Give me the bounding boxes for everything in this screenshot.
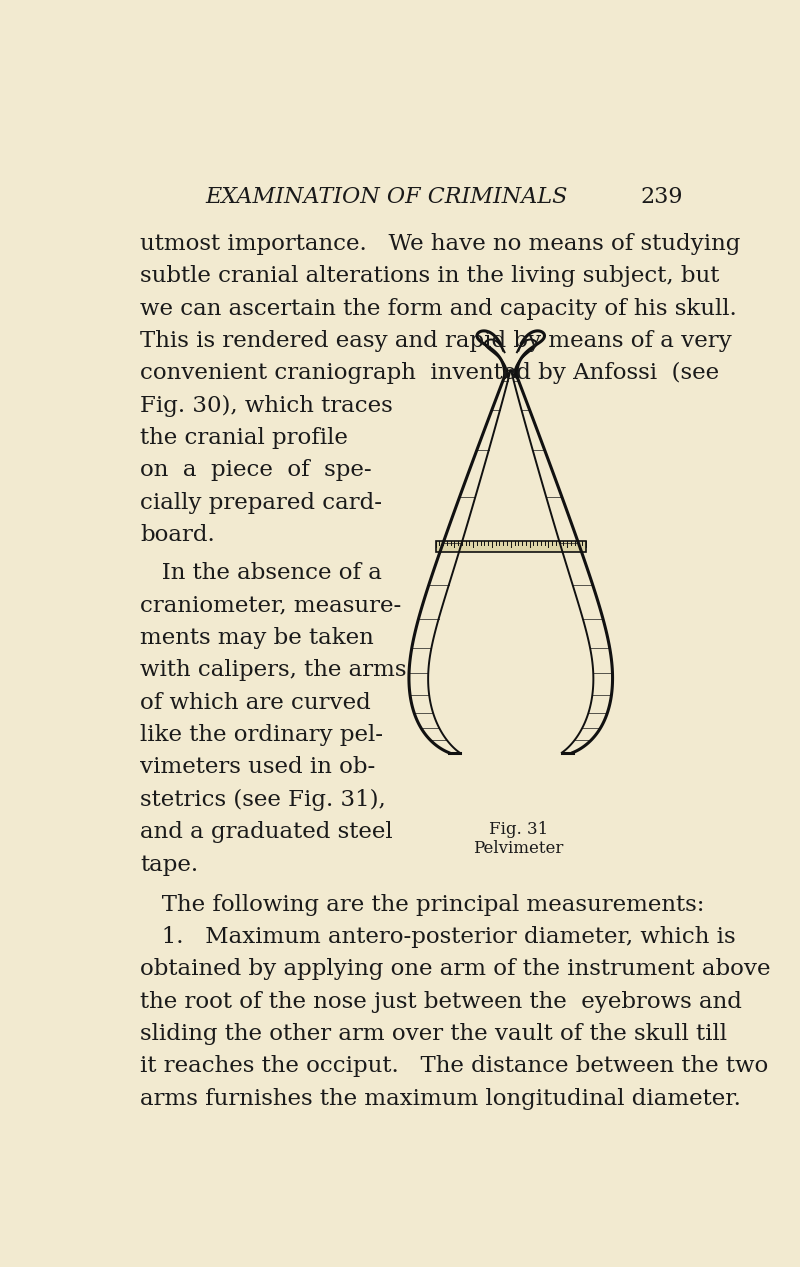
Text: on  a  piece  of  spe-: on a piece of spe- [140, 459, 372, 481]
Text: arms furnishes the maximum longitudinal diameter.: arms furnishes the maximum longitudinal … [140, 1087, 741, 1110]
Text: the root of the nose just between the  eyebrows and: the root of the nose just between the ey… [140, 991, 742, 1012]
Text: EXAMINATION OF CRIMINALS: EXAMINATION OF CRIMINALS [206, 186, 568, 208]
Text: tape.: tape. [140, 854, 198, 875]
Text: Pelvimeter: Pelvimeter [474, 840, 564, 856]
Text: convenient craniograph  invented by Anfossi  (see: convenient craniograph invented by Anfos… [140, 362, 719, 384]
Text: obtained by applying one arm of the instrument above: obtained by applying one arm of the inst… [140, 958, 770, 981]
Bar [435, 541, 586, 552]
Text: craniometer, measure-: craniometer, measure- [140, 594, 402, 617]
Text: with calipers, the arms: with calipers, the arms [140, 659, 407, 682]
Text: cially prepared card-: cially prepared card- [140, 492, 382, 513]
Text: Fig. 31: Fig. 31 [489, 821, 548, 839]
Text: like the ordinary pel-: like the ordinary pel- [140, 725, 383, 746]
Text: sliding the other arm over the vault of the skull till: sliding the other arm over the vault of … [140, 1022, 727, 1045]
Text: This is rendered easy and rapid by means of a very: This is rendered easy and rapid by means… [140, 329, 732, 352]
Text: Fig. 30), which traces: Fig. 30), which traces [140, 394, 393, 417]
Text: The following are the principal measurements:: The following are the principal measurem… [140, 893, 705, 916]
Text: board.: board. [140, 525, 215, 546]
Text: ments may be taken: ments may be taken [140, 627, 374, 649]
Text: 239: 239 [641, 186, 683, 208]
Text: 1.   Maximum antero-posterior diameter, which is: 1. Maximum antero-posterior diameter, wh… [140, 926, 736, 948]
Text: and a graduated steel: and a graduated steel [140, 821, 393, 843]
Text: subtle cranial alterations in the living subject, but: subtle cranial alterations in the living… [140, 265, 720, 288]
Text: utmost importance.   We have no means of studying: utmost importance. We have no means of s… [140, 233, 741, 255]
Text: we can ascertain the form and capacity of his skull.: we can ascertain the form and capacity o… [140, 298, 737, 319]
Text: stetrics (see Fig. 31),: stetrics (see Fig. 31), [140, 789, 386, 811]
Text: of which are curved: of which are curved [140, 692, 371, 713]
Text: the cranial profile: the cranial profile [140, 427, 348, 449]
Text: vimeters used in ob-: vimeters used in ob- [140, 756, 375, 778]
Text: it reaches the occiput.   The distance between the two: it reaches the occiput. The distance bet… [140, 1055, 769, 1077]
Text: In the absence of a: In the absence of a [140, 563, 382, 584]
